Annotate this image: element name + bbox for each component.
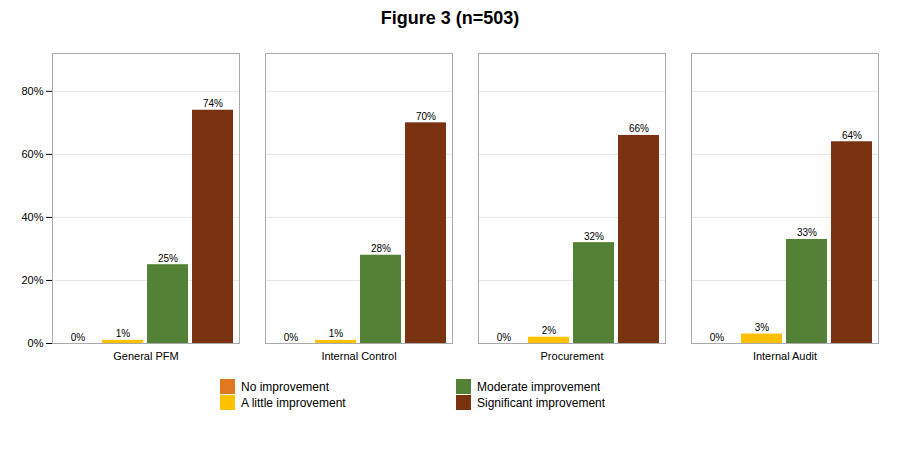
svg-text:3%: 3% <box>755 322 770 333</box>
svg-text:1%: 1% <box>329 328 344 339</box>
svg-text:60%: 60% <box>21 148 43 160</box>
svg-text:80%: 80% <box>21 85 43 97</box>
svg-text:33%: 33% <box>797 227 817 238</box>
html-text:Significant improvement: Significant improvement <box>477 395 606 410</box>
svg-text:Internal Control: Internal Control <box>321 350 396 362</box>
svg-text:0%: 0% <box>284 332 299 343</box>
svg-text:Internal Audit: Internal Audit <box>753 350 817 362</box>
html-text:A little improvement: A little improvement <box>241 395 346 410</box>
svg-text:1%: 1% <box>116 328 131 339</box>
html-text:Moderate improvement: Moderate improvement <box>477 379 601 394</box>
svg-text:20%: 20% <box>21 274 43 286</box>
svg-text:28%: 28% <box>371 243 391 254</box>
html-text:Figure 3 (n=503): Figure 3 (n=503) <box>380 8 520 28</box>
svg-text:70%: 70% <box>416 111 436 122</box>
svg-text:General PFM: General PFM <box>113 350 178 362</box>
svg-text:2%: 2% <box>542 325 557 336</box>
html-text:No improvement: No improvement <box>241 379 329 394</box>
svg-text:40%: 40% <box>21 211 43 223</box>
svg-text:0%: 0% <box>710 332 725 343</box>
svg-text:74%: 74% <box>203 98 223 109</box>
svg-text:Procurement: Procurement <box>541 350 604 362</box>
svg-text:32%: 32% <box>584 231 604 242</box>
svg-text:0%: 0% <box>71 332 86 343</box>
svg-text:66%: 66% <box>629 123 649 134</box>
svg-text:0%: 0% <box>28 337 44 349</box>
svg-text:25%: 25% <box>158 253 178 264</box>
svg-text:0%: 0% <box>497 332 512 343</box>
svg-text:64%: 64% <box>842 130 862 141</box>
